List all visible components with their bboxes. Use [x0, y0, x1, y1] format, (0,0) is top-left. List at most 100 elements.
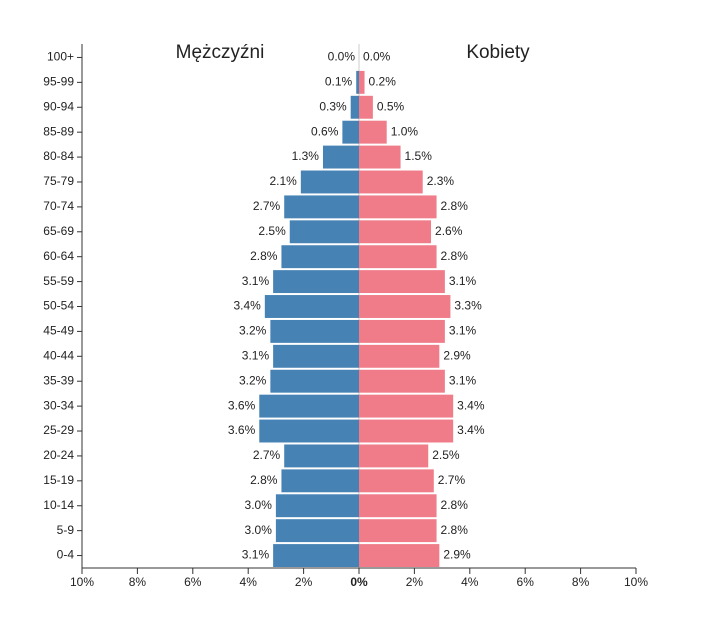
y-tick-label: 25-29: [43, 423, 74, 437]
y-tick-label: 35-39: [43, 373, 74, 387]
bar: [273, 344, 359, 368]
value-label: 1.0%: [391, 124, 419, 138]
value-label: 3.1%: [449, 373, 477, 387]
value-label: 0.0%: [363, 50, 391, 64]
y-tick-label: 45-49: [43, 324, 74, 338]
value-label: 2.5%: [432, 448, 460, 462]
x-tick-label: 4%: [461, 575, 479, 589]
value-label: 2.7%: [253, 448, 281, 462]
value-label: 0.3%: [319, 99, 347, 113]
value-label: 2.8%: [441, 249, 469, 263]
y-tick-label: 10-14: [43, 498, 74, 512]
bar: [359, 95, 373, 119]
value-label: 3.4%: [457, 398, 485, 412]
bar: [359, 70, 365, 94]
y-tick-label: 65-69: [43, 224, 74, 238]
x-tick-label: 6%: [184, 575, 202, 589]
value-label: 2.7%: [438, 473, 466, 487]
bar: [359, 319, 445, 343]
bar: [270, 369, 359, 393]
y-tick-label: 95-99: [43, 75, 74, 89]
value-label: 2.1%: [269, 174, 297, 188]
value-label: 3.2%: [239, 373, 267, 387]
x-tick-label: 4%: [240, 575, 258, 589]
bar: [359, 270, 445, 294]
y-tick-label: 30-34: [43, 398, 74, 412]
value-label: 2.8%: [441, 199, 469, 213]
value-label: 3.1%: [242, 548, 270, 562]
bar: [359, 295, 451, 318]
y-tick-label: 100+: [47, 50, 74, 64]
value-label: 3.1%: [449, 274, 477, 288]
bar: [281, 245, 359, 269]
value-label: 0.6%: [311, 124, 339, 138]
y-tick-label: 60-64: [43, 249, 74, 263]
bar: [359, 369, 445, 393]
value-label: 2.8%: [250, 473, 278, 487]
bar: [359, 419, 454, 443]
bar: [359, 544, 440, 567]
value-label: 3.1%: [242, 274, 270, 288]
bar: [359, 344, 440, 368]
bar: [273, 544, 359, 567]
value-label: 2.9%: [443, 348, 471, 362]
bar: [359, 170, 423, 194]
bar: [284, 195, 359, 219]
value-label: 0.0%: [328, 50, 356, 64]
y-tick-label: 80-84: [43, 149, 74, 163]
bar: [259, 419, 359, 443]
value-label: 3.4%: [233, 299, 261, 313]
x-tick-label: 10%: [624, 575, 648, 589]
x-tick-label: 8%: [129, 575, 147, 589]
y-tick-label: 85-89: [43, 124, 74, 138]
value-label: 0.5%: [377, 99, 405, 113]
bar: [359, 245, 437, 269]
value-label: 1.5%: [405, 149, 433, 163]
value-label: 2.8%: [441, 523, 469, 537]
value-label: 0.1%: [325, 75, 353, 89]
value-label: 3.3%: [454, 299, 482, 313]
bar: [359, 494, 437, 518]
bar: [264, 295, 359, 318]
value-label: 2.8%: [441, 498, 469, 512]
value-label: 3.0%: [245, 498, 273, 512]
bar: [275, 494, 359, 518]
bar: [259, 394, 359, 418]
bar: [281, 469, 359, 493]
value-label: 2.8%: [250, 249, 278, 263]
value-label: 0.2%: [369, 75, 397, 89]
bar: [359, 444, 429, 468]
value-label: 2.9%: [443, 548, 471, 562]
y-tick-label: 90-94: [43, 99, 74, 113]
value-label: 3.0%: [245, 523, 273, 537]
bar: [284, 444, 359, 468]
bar: [289, 220, 359, 244]
bar: [359, 220, 432, 244]
value-label: 2.3%: [427, 174, 455, 188]
x-tick-label: 2%: [295, 575, 313, 589]
legend-label: Mężczyźni: [176, 42, 265, 63]
value-label: 3.4%: [457, 423, 485, 437]
y-tick-label: 0-4: [57, 548, 75, 562]
bar: [359, 469, 434, 493]
value-label: 2.5%: [258, 224, 286, 238]
y-tick-label: 50-54: [43, 299, 74, 313]
y-tick-label: 20-24: [43, 448, 74, 462]
y-tick-label: 15-19: [43, 473, 74, 487]
y-tick-label: 75-79: [43, 174, 74, 188]
x-tick-label: 6%: [517, 575, 535, 589]
value-label: 3.1%: [242, 348, 270, 362]
bar: [359, 394, 454, 418]
value-label: 3.1%: [449, 324, 477, 338]
bar: [342, 120, 359, 144]
bar: [359, 145, 401, 169]
bar: [356, 70, 359, 94]
bar: [350, 95, 359, 119]
x-tick-label: 0%: [350, 575, 368, 589]
bar: [359, 519, 437, 543]
y-tick-label: 40-44: [43, 348, 74, 362]
x-tick-label: 10%: [70, 575, 94, 589]
x-tick-label: 8%: [572, 575, 590, 589]
x-tick-label: 2%: [406, 575, 424, 589]
bar: [322, 145, 359, 169]
